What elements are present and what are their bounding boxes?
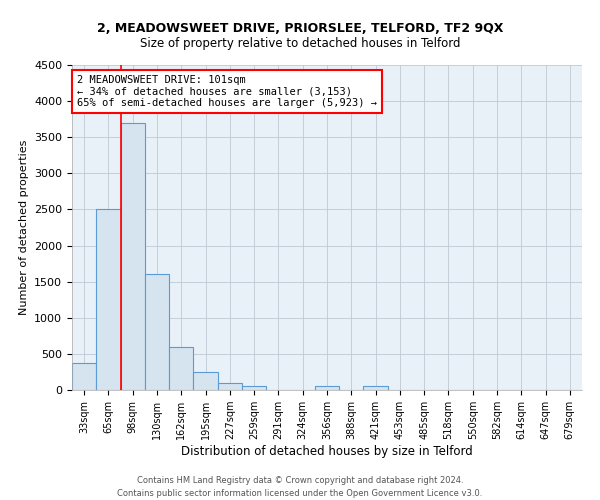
Bar: [145, 274, 169, 390]
X-axis label: Distribution of detached houses by size in Telford: Distribution of detached houses by size …: [181, 445, 473, 458]
Y-axis label: Number of detached properties: Number of detached properties: [19, 140, 29, 315]
Text: Size of property relative to detached houses in Telford: Size of property relative to detached ho…: [140, 38, 460, 51]
Bar: [315, 386, 339, 390]
Bar: [242, 386, 266, 390]
Text: 2, MEADOWSWEET DRIVE, PRIORSLEE, TELFORD, TF2 9QX: 2, MEADOWSWEET DRIVE, PRIORSLEE, TELFORD…: [97, 22, 503, 36]
Bar: [193, 372, 218, 390]
Text: Contains HM Land Registry data © Crown copyright and database right 2024.
Contai: Contains HM Land Registry data © Crown c…: [118, 476, 482, 498]
Bar: [218, 383, 242, 390]
Bar: [121, 123, 145, 390]
Text: 2 MEADOWSWEET DRIVE: 101sqm
← 34% of detached houses are smaller (3,153)
65% of : 2 MEADOWSWEET DRIVE: 101sqm ← 34% of det…: [77, 74, 377, 108]
Bar: [364, 386, 388, 390]
Bar: [72, 362, 96, 390]
Bar: [96, 210, 121, 390]
Bar: [169, 346, 193, 390]
